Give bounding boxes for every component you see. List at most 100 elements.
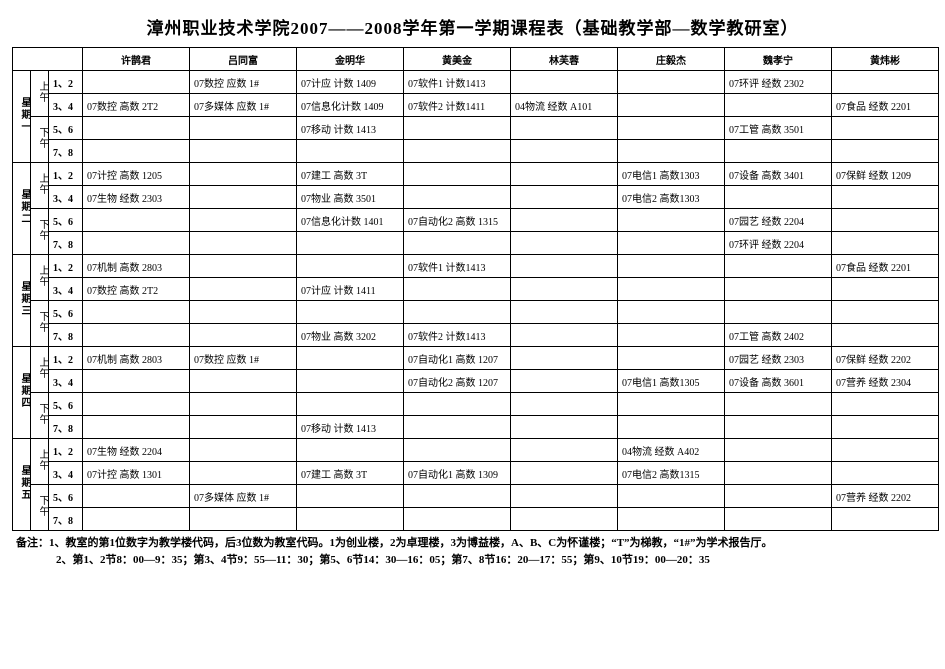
cell	[511, 301, 618, 324]
cell: 07设备 高数 3401	[725, 163, 832, 186]
cell: 07软件2 计数1413	[404, 324, 511, 347]
schedule-table: 许鹊君 吕同富 金明华 黄美金 林芙蓉 庄毅杰 魏孝宁 黄炜彬 星期一上午1、2…	[12, 47, 939, 531]
cell	[83, 301, 190, 324]
period-label: 1、2	[49, 439, 83, 462]
table-row: 下午5、607信息化计数 140107自动化2 高数 131507园艺 经数 2…	[13, 209, 939, 232]
day-label: 星期三	[13, 255, 31, 347]
cell	[618, 278, 725, 301]
cell	[832, 232, 939, 255]
cell	[618, 71, 725, 94]
table-row: 3、407计控 高数 130107建工 高数 3T07自动化1 高数 13090…	[13, 462, 939, 485]
cell	[190, 370, 297, 393]
cell	[83, 209, 190, 232]
period-label: 3、4	[49, 186, 83, 209]
cell	[404, 393, 511, 416]
cell: 07机制 高数 2803	[83, 347, 190, 370]
cell	[190, 324, 297, 347]
cell	[832, 209, 939, 232]
table-row: 星期一上午1、207数控 应数 1#07计应 计数 140907软件1 计数14…	[13, 71, 939, 94]
cell	[297, 439, 404, 462]
am-label: 上午	[31, 255, 49, 301]
pm-label: 下午	[31, 485, 49, 531]
cell: 07计应 计数 1411	[297, 278, 404, 301]
period-label: 7、8	[49, 232, 83, 255]
cell	[404, 163, 511, 186]
table-row: 星期二上午1、207计控 高数 120507建工 高数 3T07电信1 高数13…	[13, 163, 939, 186]
cell	[404, 278, 511, 301]
cell	[832, 301, 939, 324]
cell	[511, 508, 618, 531]
cell	[83, 370, 190, 393]
cell: 07保鲜 经数 1209	[832, 163, 939, 186]
cell	[404, 508, 511, 531]
table-row: 星期五上午1、207生物 经数 220404物流 经数 A402	[13, 439, 939, 462]
cell: 07多媒体 应数 1#	[190, 485, 297, 508]
cell: 07数控 高数 2T2	[83, 278, 190, 301]
cell	[832, 393, 939, 416]
table-row: 7、807环评 经数 2204	[13, 232, 939, 255]
cell: 07信息化计数 1409	[297, 94, 404, 117]
day-label: 星期二	[13, 163, 31, 255]
page-title: 漳州职业技术学院2007——2008学年第一学期课程表（基础教学部—数学教研室）	[12, 14, 933, 39]
cell	[297, 370, 404, 393]
cell	[83, 393, 190, 416]
cell	[511, 416, 618, 439]
cell	[511, 232, 618, 255]
cell: 07物业 高数 3501	[297, 186, 404, 209]
cell: 07自动化1 高数 1309	[404, 462, 511, 485]
period-label: 1、2	[49, 255, 83, 278]
cell	[832, 71, 939, 94]
cell	[511, 462, 618, 485]
cell	[297, 347, 404, 370]
cell	[832, 117, 939, 140]
cell: 07建工 高数 3T	[297, 163, 404, 186]
am-label: 上午	[31, 163, 49, 209]
cell	[511, 370, 618, 393]
cell	[618, 140, 725, 163]
cell	[832, 416, 939, 439]
table-row: 7、807物业 高数 320207软件2 计数141307工管 高数 2402	[13, 324, 939, 347]
cell	[190, 209, 297, 232]
period-label: 1、2	[49, 163, 83, 186]
cell	[83, 508, 190, 531]
period-label: 7、8	[49, 140, 83, 163]
am-label: 上午	[31, 347, 49, 393]
cell	[618, 232, 725, 255]
cell: 04物流 经数 A402	[618, 439, 725, 462]
cell: 07自动化2 高数 1207	[404, 370, 511, 393]
cell	[190, 186, 297, 209]
cell	[725, 416, 832, 439]
header-teacher: 许鹊君	[83, 48, 190, 71]
cell: 07多媒体 应数 1#	[190, 94, 297, 117]
cell: 07电信1 高数1303	[618, 163, 725, 186]
period-label: 5、6	[49, 209, 83, 232]
cell	[618, 416, 725, 439]
cell	[618, 301, 725, 324]
cell	[725, 301, 832, 324]
period-label: 3、4	[49, 370, 83, 393]
cell	[190, 140, 297, 163]
cell	[832, 324, 939, 347]
cell	[725, 439, 832, 462]
table-row: 星期四上午1、207机制 高数 280307数控 应数 1#07自动化1 高数 …	[13, 347, 939, 370]
cell	[511, 278, 618, 301]
cell	[190, 393, 297, 416]
cell	[511, 485, 618, 508]
cell	[511, 347, 618, 370]
cell	[83, 485, 190, 508]
cell: 07食品 经数 2201	[832, 94, 939, 117]
cell: 07生物 经数 2204	[83, 439, 190, 462]
cell: 07园艺 经数 2204	[725, 209, 832, 232]
header-teacher: 林芙蓉	[511, 48, 618, 71]
header-teacher: 黄美金	[404, 48, 511, 71]
cell: 07计控 高数 1301	[83, 462, 190, 485]
cell	[190, 278, 297, 301]
notes-line2: 2、第1、2节8：00—9：35；第3、4节9：55—11：30；第5、6节14…	[16, 552, 933, 569]
cell	[511, 439, 618, 462]
cell: 07自动化1 高数 1207	[404, 347, 511, 370]
header-teacher: 金明华	[297, 48, 404, 71]
cell: 07保鲜 经数 2202	[832, 347, 939, 370]
table-row: 7、8	[13, 140, 939, 163]
am-label: 上午	[31, 71, 49, 117]
period-label: 5、6	[49, 301, 83, 324]
